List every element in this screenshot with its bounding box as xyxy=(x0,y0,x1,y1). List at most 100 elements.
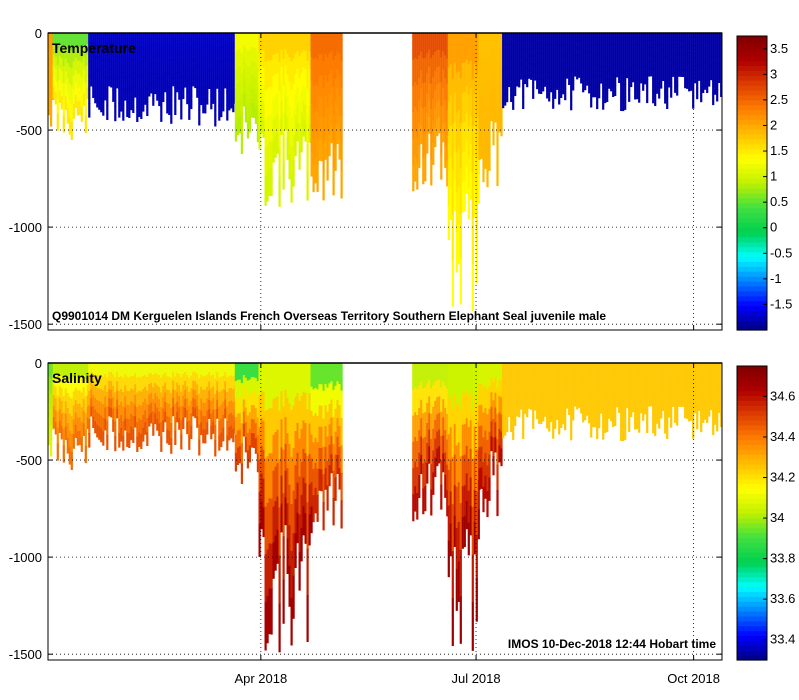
profile-cell xyxy=(242,387,245,401)
profile-cell xyxy=(208,51,211,62)
profile-cell xyxy=(268,141,271,169)
profile-cell xyxy=(618,74,621,83)
profile-cell xyxy=(453,151,456,182)
profile-cell xyxy=(416,493,419,520)
profile-cell xyxy=(114,47,117,63)
profile-cell xyxy=(676,43,679,55)
profile-cell xyxy=(240,383,243,404)
colorbar-swatch xyxy=(737,325,767,331)
profile-cell xyxy=(246,363,249,382)
profile-cell xyxy=(712,398,715,412)
profile-cell xyxy=(660,51,663,62)
profile-cell xyxy=(622,401,625,416)
profile-cell xyxy=(208,381,211,392)
profile-cell xyxy=(110,372,113,382)
colorbar-tick-label: 33.4 xyxy=(770,632,795,647)
profile-cell xyxy=(82,399,85,412)
profile-cell xyxy=(504,69,507,82)
profile-cell xyxy=(190,95,193,110)
profile-cell xyxy=(465,33,468,61)
profile-cell xyxy=(440,484,443,510)
profile-cell xyxy=(302,50,305,68)
profile-cell xyxy=(600,404,603,414)
profile-cell xyxy=(270,588,273,635)
profile-cell xyxy=(74,425,77,438)
profile-cell xyxy=(602,45,605,59)
profile-cell xyxy=(426,33,429,54)
colorbar-tick-label: 33.8 xyxy=(770,551,795,566)
profile-cell xyxy=(660,399,663,410)
profile-cell xyxy=(654,45,657,58)
colorbar-swatch xyxy=(737,241,767,248)
profile-cell xyxy=(90,59,93,69)
profile-cell xyxy=(126,33,129,48)
profile-cell xyxy=(662,40,665,50)
profile-cell xyxy=(514,85,517,96)
profile-cell xyxy=(284,81,287,99)
profile-cell xyxy=(92,416,95,428)
profile-cell xyxy=(644,49,647,59)
profile-cell xyxy=(98,413,101,428)
profile-cell xyxy=(420,436,423,456)
profile-cell xyxy=(594,405,597,417)
profile-cell xyxy=(692,400,695,414)
profile-cell xyxy=(50,94,53,111)
profile-cell xyxy=(78,403,81,418)
profile-cell xyxy=(558,422,561,435)
profile-cell xyxy=(432,406,435,430)
profile-cell xyxy=(554,43,557,56)
profile-cell xyxy=(310,33,313,58)
profile-cell xyxy=(710,401,713,411)
profile-cell xyxy=(104,77,107,90)
profile-cell xyxy=(76,60,79,75)
profile-cell xyxy=(82,93,85,106)
y-tick-label: -500 xyxy=(16,123,42,138)
profile-cell xyxy=(230,412,233,426)
profile-cell xyxy=(206,44,209,58)
profile-cell xyxy=(212,91,215,104)
profile-cell xyxy=(90,33,93,43)
colorbar-swatch xyxy=(737,434,767,441)
profile-cell xyxy=(82,375,85,388)
profile-cell xyxy=(588,373,591,384)
profile-cell xyxy=(488,124,491,148)
profile-cell xyxy=(467,125,470,158)
profile-cell xyxy=(76,87,79,102)
profile-cell xyxy=(440,387,443,413)
profile-cell xyxy=(156,33,159,45)
profile-cell xyxy=(260,390,263,419)
profile-cell xyxy=(64,96,67,110)
profile-cell xyxy=(534,72,537,81)
profile-cell xyxy=(168,46,171,61)
profile-cell xyxy=(336,418,339,438)
profile-cell xyxy=(280,100,283,118)
profile-cell xyxy=(520,56,523,65)
profile-cell xyxy=(236,447,239,465)
profile-cell xyxy=(552,58,555,72)
profile-cell xyxy=(582,392,585,403)
profile-cell xyxy=(664,79,667,92)
profile-cell xyxy=(634,385,637,397)
profile-cell xyxy=(660,390,663,401)
profile-cell xyxy=(108,363,111,373)
profile-cell xyxy=(710,48,713,57)
profile-cell xyxy=(186,363,189,376)
profile-cell xyxy=(720,54,723,66)
profile-cell xyxy=(142,33,145,47)
profile-cell xyxy=(684,399,687,410)
profile-cell xyxy=(412,111,415,139)
profile-cell xyxy=(664,398,667,411)
profile-cell xyxy=(126,432,129,447)
profile-cell xyxy=(558,386,561,400)
profile-cell xyxy=(332,167,335,196)
profile-cell xyxy=(68,413,71,431)
profile-cell xyxy=(232,428,235,443)
profile-cell xyxy=(116,390,119,401)
profile-cell xyxy=(680,69,683,77)
profile-cell xyxy=(626,400,629,409)
profile-cell xyxy=(216,69,219,80)
profile-cell xyxy=(220,46,223,62)
profile-cell xyxy=(666,363,669,377)
profile-cell xyxy=(136,106,139,122)
profile-cell xyxy=(632,57,635,66)
